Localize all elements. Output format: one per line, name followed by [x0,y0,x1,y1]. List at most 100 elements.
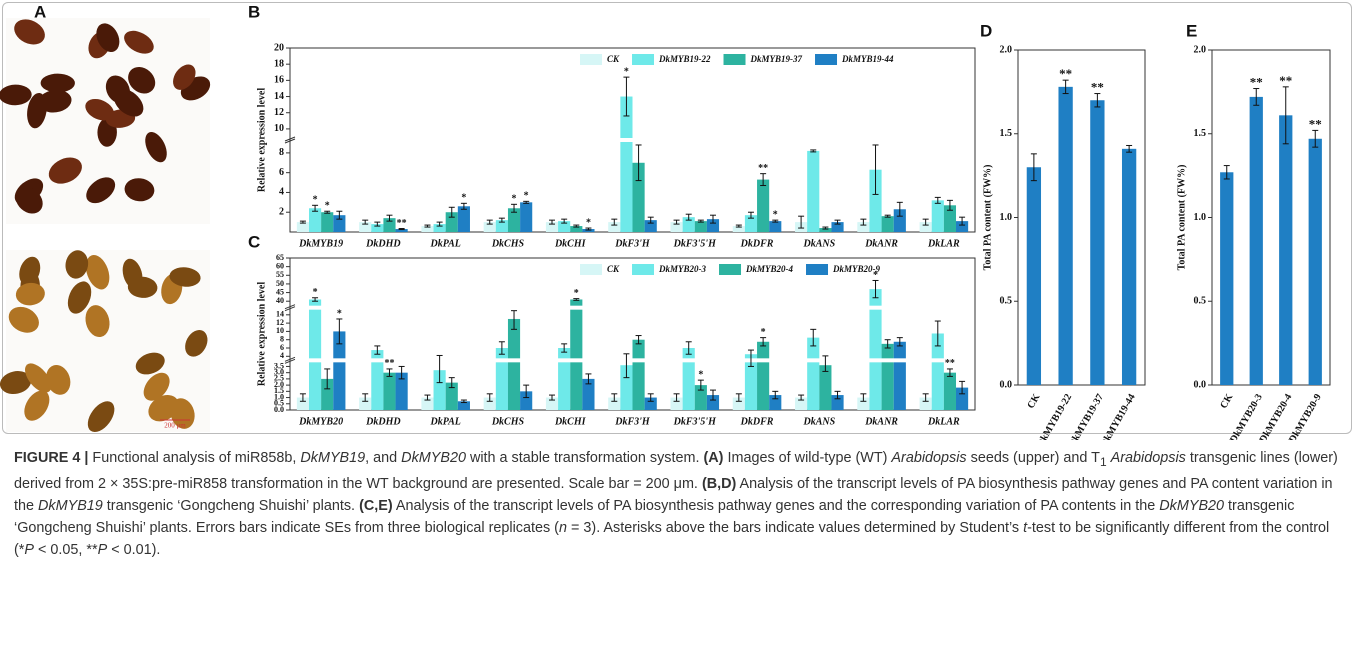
x-tick-label: DkDHD [365,238,400,249]
significance: ** [384,358,394,369]
seed [8,306,39,333]
bar [769,221,782,232]
seed [143,372,170,401]
significance: ** [1091,80,1104,95]
x-tick-label: DkLAR [927,238,960,249]
bar [744,354,758,410]
error-bar [934,320,941,347]
bar [956,221,969,232]
bar [831,222,844,232]
error-bar [386,214,393,222]
x-tick-label: DkF3'5'H [673,416,717,427]
error-bar [623,76,630,117]
error-bar [946,199,953,211]
seed [48,157,82,184]
bar [682,217,695,232]
significance: * [698,369,703,380]
error-bar [884,339,891,349]
bar [570,226,583,232]
error-bar [872,279,879,299]
bar [457,401,470,410]
y-tick-label: 1.0 [1000,212,1013,223]
panel-label: B [248,2,260,21]
error-bar [460,202,467,210]
significance: * [586,217,591,228]
legend-swatch [723,54,746,65]
axis-break-mark [284,356,296,362]
error-bar [312,204,319,212]
bar [819,365,832,410]
bar [620,96,633,232]
seed [87,401,115,433]
bar [670,222,683,232]
bar [893,341,906,410]
figure: 200 μm A B C D E 2468101214161820Relativ… [0,2,1331,440]
error-bar [673,219,680,225]
error-bar [946,368,953,377]
seeds [0,19,211,433]
axis-break [291,358,974,363]
error-bar [922,393,929,402]
scale-bar-label: 200 μm [164,422,186,430]
bar [881,343,894,410]
significance: ** [1059,66,1072,81]
y-tick-label: 55 [276,270,284,279]
bar [694,385,707,410]
y-tick-label: 18 [274,58,284,69]
legend-label: DkMYB19-22 [658,54,711,64]
x-tick-label: CK [1025,392,1042,411]
error-bar [896,201,903,217]
bar [545,222,559,232]
seed [173,64,196,90]
y-tick-label: 0.0 [1194,379,1207,390]
bar [383,372,396,410]
x-tick-label: DkMYB20 [298,416,343,427]
error-bar [611,393,618,402]
bar [558,348,571,410]
error-bar [561,218,568,224]
bar [333,215,346,232]
error-bar [1094,93,1101,108]
seed [169,267,201,287]
seed [127,276,158,298]
bar [682,348,695,410]
caption-run: DkMYB19 [300,450,366,466]
error-bar [436,221,443,227]
seed [24,390,50,421]
y-axis-label: Total PA content (FW%) [1176,165,1187,271]
significance: * [337,308,342,319]
caption-run: Analysis of the transcript levels of PA … [392,497,1160,514]
legend-label: CK [607,54,620,64]
y-tick-label: 0.5 [1000,296,1013,307]
x-tick-label: DkDFR [740,238,774,249]
bar [558,221,571,232]
bar [483,222,496,232]
x-tick-label: DkCHI [554,238,587,249]
y-tick-label: 20 [274,42,284,53]
y-tick-label: 1.0 [274,392,284,401]
bar [308,208,322,232]
error-bar [685,213,692,221]
bar [495,348,508,410]
legend-swatch [632,54,655,65]
bar [869,169,882,232]
bar [732,226,745,232]
error-bar [1062,79,1069,95]
seed [0,371,32,394]
caption-run: Arabidopsis [1110,450,1186,466]
bar [757,179,770,232]
legend-swatch [719,264,742,275]
y-tick-label: 3.0 [274,367,284,376]
error-bar [922,218,929,226]
x-tick-label: CK [1218,392,1235,411]
legend-swatch [580,264,602,275]
error-bar [1253,88,1260,106]
x-tick-label: DkF3'5'H [673,238,717,249]
y-tick-label: 0.5 [1194,296,1207,307]
error-bar [312,297,319,302]
significance: * [313,195,318,206]
bar [296,397,309,410]
x-tick-label: DkF3'H [614,238,651,249]
bar [632,162,645,232]
y-tick-label: 10 [274,123,284,134]
